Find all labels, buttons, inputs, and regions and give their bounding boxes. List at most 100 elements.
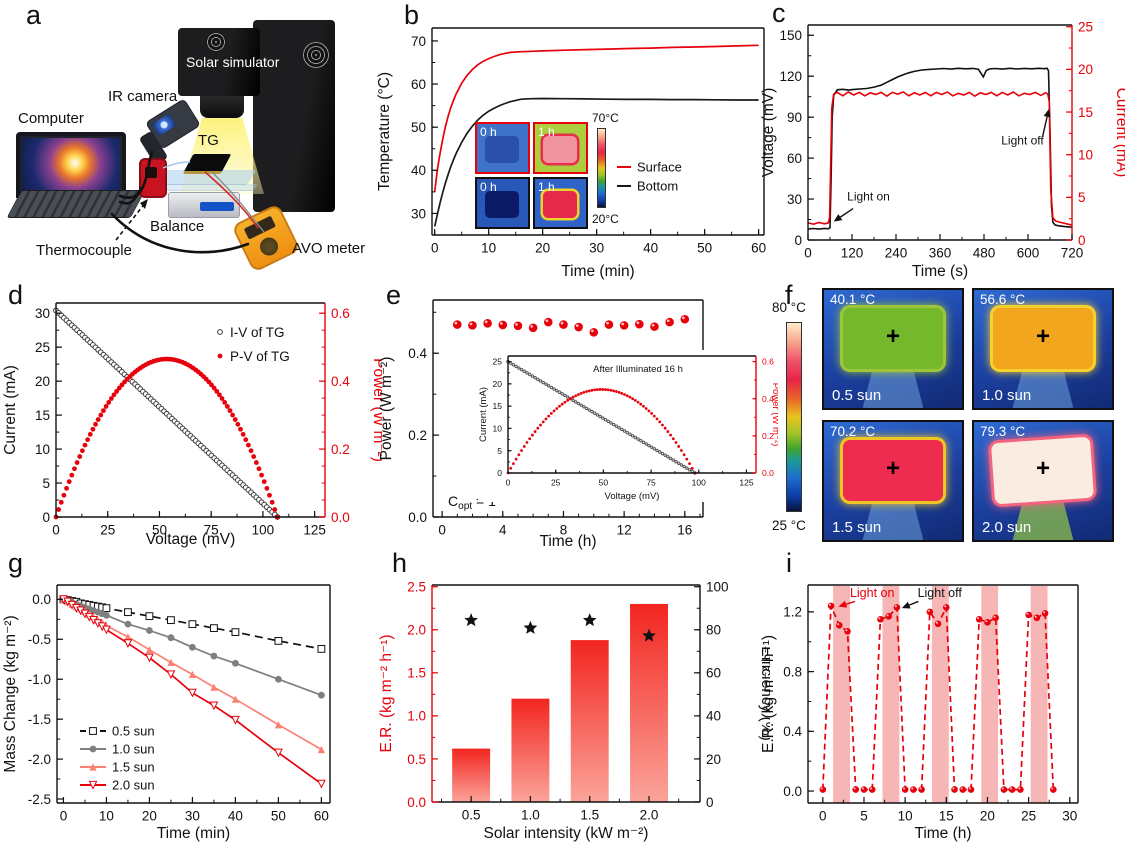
panel-letter-b: b <box>404 0 420 30</box>
legend: Surface Bottom <box>617 160 682 194</box>
tg-sample-region <box>843 307 943 370</box>
series-Surface <box>433 44 759 193</box>
svg-text:10: 10 <box>99 809 114 824</box>
svg-text:100: 100 <box>252 523 275 538</box>
svg-text:5: 5 <box>1078 190 1086 205</box>
crosshair-icon: + <box>885 323 901 351</box>
svg-text:0.5: 0.5 <box>407 752 426 767</box>
computer-screen <box>16 132 126 198</box>
svg-text:0.4: 0.4 <box>783 724 802 739</box>
svg-text:Time (min): Time (min) <box>157 825 230 842</box>
thermal-image-grid: +40.1 °C 0.5 sun +56.6 °C 1.0 sun +70.2 °C 1.… <box>770 282 1125 548</box>
svg-text:10: 10 <box>481 241 496 256</box>
axis-labels: Voltage (mV) Current (mA) Power (W m⁻²) <box>478 383 778 502</box>
svg-text:2.0: 2.0 <box>407 623 426 638</box>
svg-text:20: 20 <box>535 241 550 256</box>
chart-c: 0 120 240 360 480 600 720030609012015005101520… <box>760 20 1125 280</box>
axis-labels: Solar intensity (kW m⁻²) E.R. (kg m⁻² h⁻¹… <box>378 635 770 842</box>
svg-text:40: 40 <box>411 163 426 178</box>
svg-text:1.5 sun: 1.5 sun <box>112 760 155 775</box>
er-cycling-chart: 0 5 10 15 20 25 30 0.0 0.4 0.8 1.2 Time (h) E.R. (kg… <box>758 548 1125 844</box>
avo-meter-screen <box>243 215 276 240</box>
svg-text:120: 120 <box>841 246 864 261</box>
axis-labels: Time (min) Temperature (°C) <box>376 72 635 280</box>
svg-text:12: 12 <box>617 523 632 538</box>
svg-text:10: 10 <box>35 442 50 457</box>
crosshair-icon: + <box>885 455 901 483</box>
svg-text:100: 100 <box>692 478 706 488</box>
svg-text:10: 10 <box>898 809 913 824</box>
svg-text:0.4: 0.4 <box>408 346 427 361</box>
svg-text:15: 15 <box>35 408 50 423</box>
svg-text:-1.0: -1.0 <box>28 672 51 687</box>
thermocouple-device <box>139 158 167 198</box>
svg-text:-0.5: -0.5 <box>28 632 51 647</box>
svg-text:Current (mA): Current (mA) <box>1113 88 1125 178</box>
svg-text:25: 25 <box>100 523 115 538</box>
svg-text:25: 25 <box>1078 20 1093 35</box>
svg-text:60: 60 <box>411 77 426 92</box>
svg-text:600: 600 <box>1017 246 1040 261</box>
svg-text:Power (W m⁻²): Power (W m⁻²) <box>770 383 778 447</box>
svg-text:1.2: 1.2 <box>783 605 802 620</box>
svg-text:0.0: 0.0 <box>32 592 51 607</box>
svg-text:20: 20 <box>35 374 50 389</box>
spot-temperature-label: 40.1 °C <box>830 292 876 307</box>
mass-change-vs-time-chart: 0 10 20 30 40 50 60 0.0 -0.5 -1.0 -1.5 -2.0 -2.5 Time… <box>0 548 382 844</box>
efficiency-stars <box>464 613 656 642</box>
svg-text:25: 25 <box>493 357 503 367</box>
panel-letter-e: e <box>386 280 402 310</box>
annotation: Light on <box>847 189 890 203</box>
crosshair-icon: + <box>1035 323 1051 351</box>
svg-text:2.0: 2.0 <box>640 808 659 823</box>
ir-camera-screen <box>151 113 177 137</box>
panel-h-evaporation-bar-chart: h 0.5 1.0 1.5 2.0 0.0 0.5 1.0 1.5 2.0 2.5 0 20 40 60 8… <box>376 548 770 844</box>
svg-text:60: 60 <box>314 809 329 824</box>
plot-frame <box>431 27 765 236</box>
svg-text:0.2: 0.2 <box>762 431 774 441</box>
svg-text:75: 75 <box>646 478 656 488</box>
svg-text:240: 240 <box>885 246 908 261</box>
svg-text:0.2: 0.2 <box>331 442 350 457</box>
axis-labels: Time (h) Power (W m⁻²) <box>378 357 597 550</box>
axes-ticks: 0 120 240 360 480 600 720030609012015005101520… <box>779 20 1093 261</box>
svg-text:E.R. (kg m⁻² h⁻¹): E.R. (kg m⁻² h⁻¹) <box>760 635 777 753</box>
axes-ticks: 0.5 1.0 1.5 2.0 0.0 0.5 1.0 1.5 2.0 2.5 0 20 40 60 80 1… <box>407 580 728 823</box>
plot-frame <box>807 584 1079 804</box>
chart-e_inset: 0 25 50 75 100 125 0 5 10 15 20 25 0.0 0.2 0.4 0.6 Volta… <box>478 355 778 502</box>
svg-text:0.5: 0.5 <box>462 808 481 823</box>
svg-text:30: 30 <box>1062 809 1077 824</box>
panel-b-temperature-chart: b 0 10 20 30 40 50 60 30 40 50 60 70 Time (min) Tempe… <box>374 0 776 282</box>
svg-text:0.0: 0.0 <box>331 510 350 525</box>
svg-text:0: 0 <box>706 795 714 810</box>
svg-text:Temperature (°C): Temperature (°C) <box>376 72 393 191</box>
lamp-lens <box>200 96 244 118</box>
svg-text:20: 20 <box>142 809 157 824</box>
solar-simulator-label: Solar simulator <box>186 54 280 70</box>
series-P-V <box>506 388 697 475</box>
axes-ticks: 0 5 10 15 20 25 30 0.0 0.4 0.8 1.2 <box>783 605 1077 824</box>
svg-text:16: 16 <box>677 523 692 538</box>
panel-letter-d: d <box>8 280 24 310</box>
svg-text:40: 40 <box>643 241 658 256</box>
axis-labels: Voltage (mV) Current (mA) Power (W m⁻²) <box>2 358 382 548</box>
svg-text:8: 8 <box>560 523 568 538</box>
axes-ticks: 0 4 8 12 16 0.0 0.2 0.4 <box>408 311 701 538</box>
panel-letter-h: h <box>392 548 408 578</box>
axes-ticks: 0 25 50 75 100 125 0 5 10 15 20 25 0.0 0.2 0.4 0.6 <box>493 357 775 488</box>
svg-text:1.0 sun: 1.0 sun <box>112 742 155 757</box>
svg-text:0: 0 <box>52 523 60 538</box>
annotation: Light off <box>918 586 963 600</box>
svg-text:0.4: 0.4 <box>762 394 774 404</box>
panel-g-mass-change-chart: g 0 10 20 30 40 50 60 0.0 -0.5 -1.0 -1.5 -2.0 -2.5 Ti… <box>0 548 382 844</box>
panel-letter-g: g <box>8 548 24 578</box>
svg-text:Voltage (mV): Voltage (mV) <box>146 531 236 548</box>
solar-simulator-tower <box>253 20 335 212</box>
panel-e-stability-chart: e 0 4 8 12 16 0.0 0.2 0.4 Time (h) Power (W m⁻²) C… <box>376 280 778 550</box>
temperature-colorbar <box>786 322 802 512</box>
svg-text:Solar intensity (kW m⁻²): Solar intensity (kW m⁻²) <box>484 825 649 842</box>
crosshair-icon: + <box>1035 455 1051 483</box>
axes-ticks: 0 10 20 30 40 50 60 30 40 50 60 70 <box>411 34 766 256</box>
svg-text:80: 80 <box>706 623 721 638</box>
